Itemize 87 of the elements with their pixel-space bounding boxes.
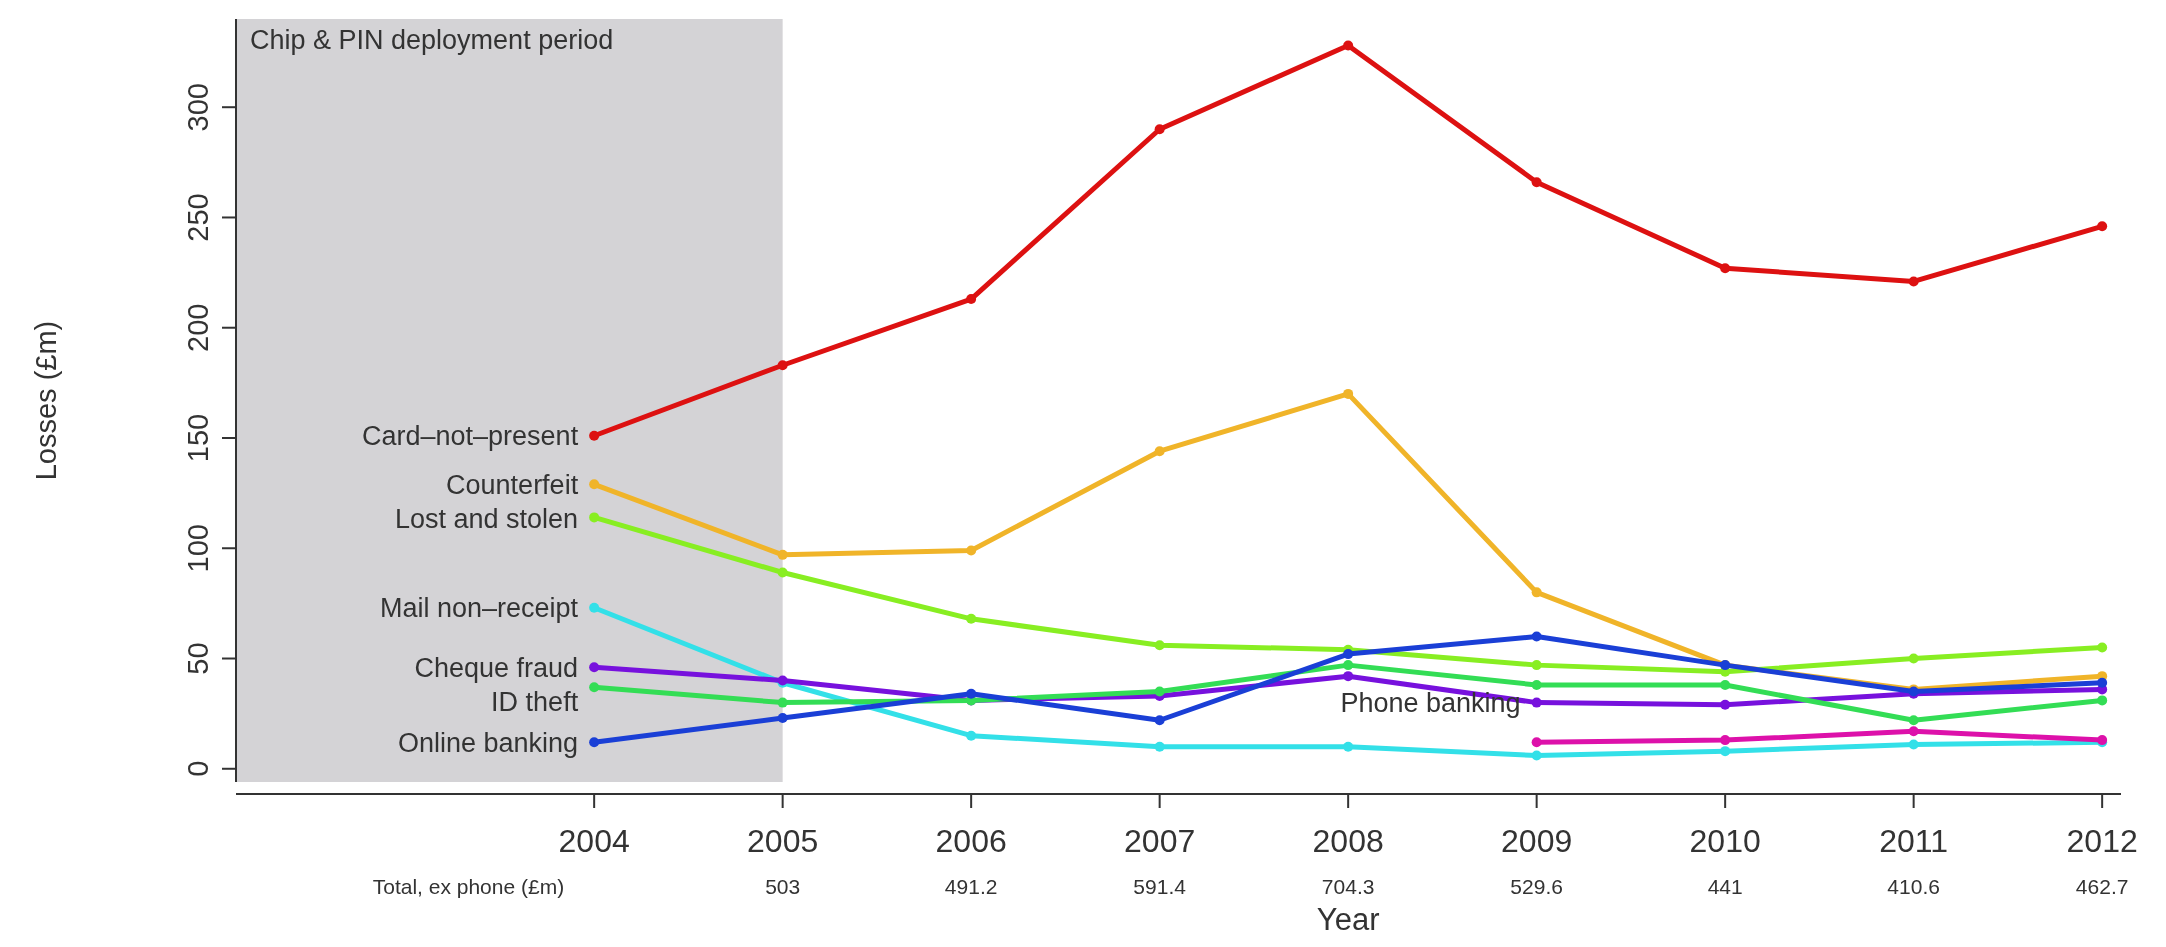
point [1154,124,1165,135]
series-label: ID theft [491,686,579,717]
y-tick-label: 0 [182,760,214,777]
series-label: Mail non–receipt [380,593,579,624]
point [1343,741,1354,752]
point [1908,653,1919,664]
point [1908,276,1919,287]
point [1531,660,1542,671]
x-axis-title: Year [1316,902,1380,937]
y-tick-label: 200 [182,303,214,352]
point [966,294,977,305]
point [777,567,788,578]
point [1531,750,1542,761]
text: 503 [765,875,801,898]
point [777,360,788,371]
point [1531,631,1542,642]
y-tick-label: 150 [182,413,214,463]
text: 410.6 [1887,875,1940,898]
text: Total, ex phone (£m) [372,875,565,898]
point [1720,735,1731,746]
point [777,697,788,708]
point [1343,660,1354,671]
y-axis-title: Losses (£m) [30,320,62,481]
x-tick-label: 2008 [1312,823,1384,859]
point [1343,671,1354,682]
point [1343,40,1354,51]
point [1720,679,1731,690]
y-tick-label: 50 [182,642,214,675]
point [589,662,600,673]
x-tick-label: 2006 [935,823,1007,859]
point [2097,677,2108,688]
series-label: Lost and stolen [395,503,579,534]
x-tick-label: 2004 [558,823,630,859]
point [1154,640,1165,651]
x-tick-label: 2012 [2066,823,2138,859]
point [1720,746,1731,757]
point [589,512,600,523]
point [2097,221,2108,232]
point [1908,715,1919,726]
text: 441 [1707,875,1743,898]
point [1720,263,1731,274]
y-tick-label: 250 [182,193,214,242]
point [966,730,977,741]
y-tick-label: 300 [182,83,214,132]
text: 491.2 [944,875,998,898]
x-tick-label: 2005 [747,823,819,859]
series-label: Card–not–present [361,421,579,452]
point [1908,726,1919,737]
x-tick-label: 2010 [1689,823,1761,859]
point [589,430,600,441]
text: 591.4 [1133,875,1187,898]
point [1343,388,1354,399]
point [1531,177,1542,188]
point [1154,446,1165,457]
point [589,737,600,748]
y-tick-label: 100 [182,524,214,573]
point [589,479,600,490]
series-label: Online banking [398,727,579,758]
text: 529.6 [1510,875,1563,898]
point [777,549,788,560]
series-label: Counterfeit [446,469,579,500]
series-label: Cheque fraud [414,652,579,683]
point [1154,715,1165,726]
band-label: Chip & PIN deployment period [250,25,614,55]
point [966,545,977,556]
point [1343,649,1354,660]
point [777,713,788,724]
x-tick-label: 2011 [1879,823,1949,859]
x-tick-label: 2007 [1124,823,1196,859]
point [1154,686,1165,697]
point [1531,679,1542,690]
point [1531,737,1542,748]
point [966,613,977,624]
point [1154,741,1165,752]
x-tick-label: 2009 [1501,823,1573,859]
point [2097,642,2108,653]
point [2097,695,2108,706]
point [1720,699,1731,710]
point [589,602,600,613]
point [1531,587,1542,598]
text: 462.7 [2075,875,2129,898]
series-label: Phone banking [1340,688,1521,719]
point [1908,739,1919,750]
text: 704.3 [1321,875,1375,898]
point [966,688,977,699]
point [589,682,600,693]
point [1531,697,1542,708]
